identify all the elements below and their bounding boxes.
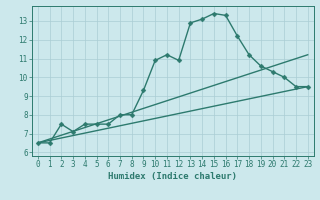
X-axis label: Humidex (Indice chaleur): Humidex (Indice chaleur) xyxy=(108,172,237,181)
